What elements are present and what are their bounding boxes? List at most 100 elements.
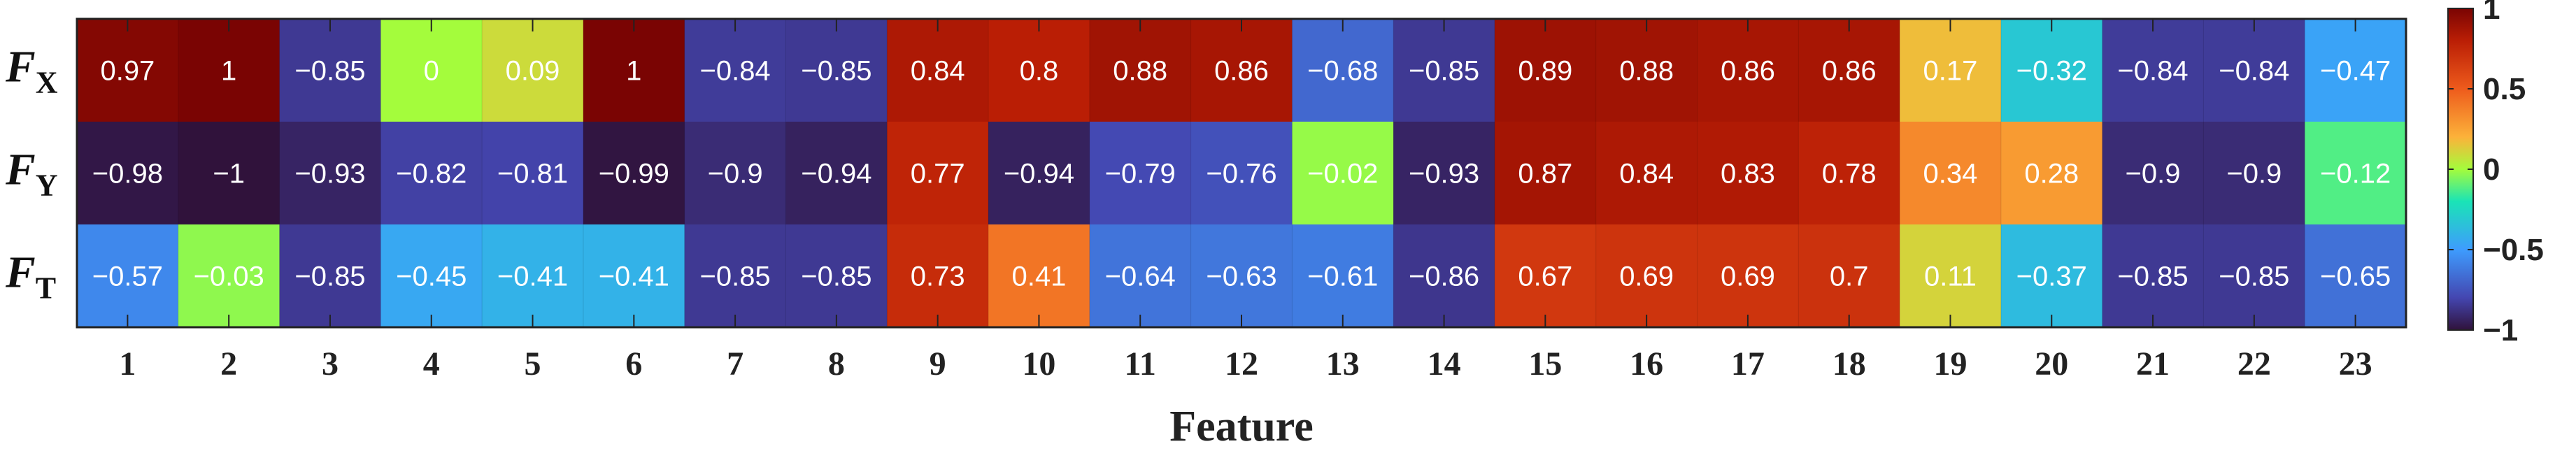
row-label: FT: [5, 248, 56, 306]
x-tick-label: 14: [1428, 345, 1461, 382]
x-tick-label: 19: [1933, 345, 1967, 382]
cell-value-label: −0.94: [1004, 159, 1074, 189]
cell-value-label: −0.79: [1105, 159, 1176, 189]
heatmap-cell: [583, 19, 685, 122]
cell-value-label: 0.11: [1924, 262, 1977, 292]
cell-value-label: −0.65: [2320, 262, 2391, 292]
row-label: FY: [5, 145, 57, 203]
colorbar: 1 0.5 0 −0.5 −1: [2447, 0, 2544, 348]
colorbar-tick-label: 0: [2483, 152, 2500, 187]
heatmap-cell: [684, 122, 786, 225]
x-tick-label: 10: [1022, 345, 1055, 382]
cell-value-label: −0.76: [1206, 159, 1276, 189]
cell-value-label: 1: [626, 56, 641, 87]
x-tick-labels: 1 2 3 4 5 6 7 8 9 10 11 12 13 14 15 16 17 18 19 20 21 22 23: [119, 345, 2372, 382]
heatmap-cell: [2203, 122, 2305, 225]
heatmap-cell: [988, 122, 1090, 225]
cell-value-label: 0.87: [1518, 159, 1572, 189]
x-tick-label: 13: [1326, 345, 1360, 382]
cell-value-label: −0.32: [2016, 56, 2087, 87]
x-tick-label: 12: [1225, 345, 1258, 382]
heatmap-cell: [1595, 122, 1698, 225]
cell-value-label: 0.88: [1619, 56, 1674, 87]
cell-value-label: −0.61: [1307, 262, 1378, 292]
x-tick-label: 15: [1528, 345, 1562, 382]
heatmap-cell: [2000, 19, 2103, 122]
x-tick-label: 17: [1731, 345, 1765, 382]
cell-value-label: −0.84: [699, 56, 770, 87]
cell-value-label: −0.37: [2016, 262, 2087, 292]
cell-value-label: 0.78: [1822, 159, 1877, 189]
cell-value-label: 0.86: [1822, 56, 1877, 87]
heatmap-cell: [887, 19, 989, 122]
heatmap-cell: [77, 224, 179, 328]
cell-value-label: −0.85: [699, 262, 770, 292]
cell-value-label: 0.8: [1020, 56, 1059, 87]
colorbar-tick-label: −0.5: [2483, 233, 2544, 267]
x-tick-label: 18: [1833, 345, 1866, 382]
cell-value-label: 0.77: [911, 159, 965, 189]
cell-value-label: 0.86: [1721, 56, 1775, 87]
cell-value-label: 0.17: [1923, 56, 1978, 87]
x-tick-label: 22: [2237, 345, 2271, 382]
cell-value-label: −0.85: [2219, 262, 2289, 292]
cell-value-label: 0.86: [1214, 56, 1269, 87]
cell-value-label: −0.82: [396, 159, 467, 189]
cell-value-label: −0.93: [294, 159, 365, 189]
x-tick-label: 23: [2339, 345, 2372, 382]
cell-value-label: 0.89: [1518, 56, 1572, 87]
heatmap-cell: [1900, 224, 2002, 328]
cell-value-label: −0.85: [294, 56, 365, 87]
cell-value-label: −0.81: [497, 159, 568, 189]
heatmap-cells: [77, 19, 2407, 328]
heatmap-cell: [2000, 122, 2103, 225]
heatmap-cell: [380, 224, 483, 328]
x-tick-label: 5: [525, 345, 541, 382]
heatmap-cell: [482, 122, 584, 225]
cell-value-label: −0.41: [599, 262, 669, 292]
heatmap-cell: [1900, 122, 2002, 225]
cell-value-label: −0.47: [2320, 56, 2391, 87]
cell-value-label: −0.03: [194, 262, 264, 292]
cell-value-label: −0.57: [92, 262, 163, 292]
heatmap-cell: [1798, 224, 1900, 328]
heatmap-cell: [279, 224, 381, 328]
heatmap-cell: [178, 122, 280, 225]
heatmap-cell: [77, 122, 179, 225]
heatmap-cell: [1494, 19, 1597, 122]
x-tick-label: 2: [220, 345, 237, 382]
x-tick-label: 20: [2035, 345, 2068, 382]
heatmap-cell: [1798, 19, 1900, 122]
heatmap-cell: [1393, 122, 1495, 225]
colorbar-tick-label: 0.5: [2483, 72, 2526, 106]
x-tick-label: 4: [423, 345, 440, 382]
x-tick-label: 8: [828, 345, 845, 382]
heatmap-cell: [1900, 19, 2002, 122]
heatmap-cell: [1190, 122, 1293, 225]
heatmap-cell: [1697, 122, 1799, 225]
heatmap-cell: [2203, 224, 2305, 328]
x-tick-label: 6: [625, 345, 642, 382]
row-labels: FX FY FT: [5, 42, 58, 306]
cell-value-label: −0.85: [1409, 56, 1479, 87]
heatmap-cell: [2102, 224, 2204, 328]
heatmap-cell: [1697, 224, 1799, 328]
heatmap-cell: [684, 19, 786, 122]
heatmap-cell: [988, 19, 1090, 122]
cell-value-label: −0.86: [1409, 262, 1479, 292]
heatmap-cell: [380, 19, 483, 122]
cell-value-label: −0.9: [708, 159, 763, 189]
heatmap-cell: [1595, 19, 1698, 122]
cell-value-label: 0.67: [1518, 262, 1572, 292]
cell-value-label: 0.69: [1721, 262, 1775, 292]
cell-value-label: −0.85: [801, 56, 871, 87]
cell-value-label: 0.09: [506, 56, 560, 87]
cell-value-label: 0.28: [2024, 159, 2079, 189]
x-tick-label: 21: [2136, 345, 2170, 382]
heatmap-cell: [1292, 122, 1394, 225]
heatmap-cell: [1393, 19, 1495, 122]
heatmap-cell: [583, 224, 685, 328]
heatmap-cell: [583, 122, 685, 225]
cell-value-label: 0.73: [911, 262, 965, 292]
heatmap-cell: [1190, 224, 1293, 328]
